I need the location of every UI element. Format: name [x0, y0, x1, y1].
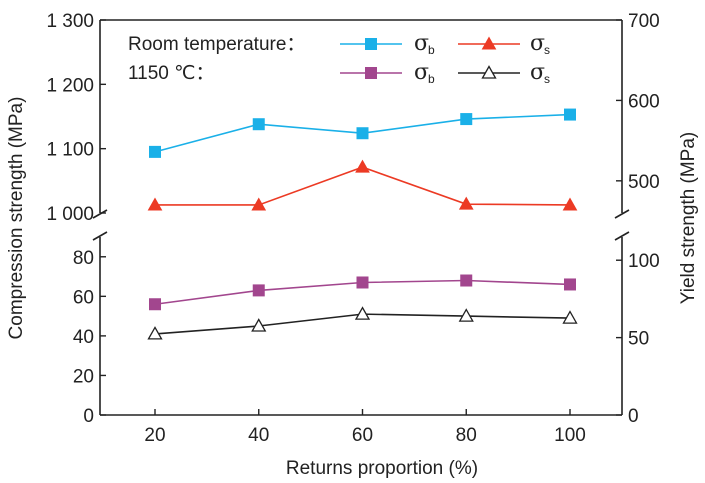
data-point-ht_sigma_s — [251, 318, 267, 332]
series-ht_sigma_s — [147, 306, 578, 340]
legend-entry-ht_sigma_s: σs — [458, 60, 550, 86]
y-tick-label-right: 600 — [628, 91, 660, 112]
y-tick-label-right: 500 — [628, 172, 660, 193]
legend-marker-rt_sigma_s — [481, 36, 497, 50]
y-tick-label-right: 700 — [628, 11, 660, 32]
series-ht_sigma_b — [149, 274, 576, 311]
data-point-ht_sigma_b — [460, 274, 473, 287]
series-rt_sigma_s — [147, 159, 578, 211]
y-tick-label-left: 60 — [73, 287, 94, 308]
data-point-rt_sigma_s — [562, 197, 578, 211]
legend-marker-ht_sigma_b — [365, 67, 377, 79]
data-point-rt_sigma_s — [147, 197, 163, 211]
x-tick-label: 80 — [456, 425, 477, 446]
axis-break-mark-left-2 — [92, 231, 108, 241]
legend-symbol-ht_sigma_b: σ — [414, 60, 429, 85]
x-tick-label: 100 — [554, 425, 586, 446]
series-group — [147, 108, 578, 340]
axis-break-mark-right-2 — [614, 231, 630, 241]
legend-symbol-ht_sigma_s: σ — [530, 60, 545, 85]
legend-entry-rt_sigma_s: σs — [458, 31, 550, 57]
y-tick-label-left: 0 — [83, 406, 94, 427]
x-tick-label: 40 — [248, 425, 269, 446]
legend-symbol-rt_sigma_b: σ — [414, 31, 429, 56]
legend-room-temperature-label: Room temperature： — [128, 34, 305, 55]
x-tick-label: 60 — [352, 425, 373, 446]
legend-symbol-rt_sigma_s: σ — [530, 31, 545, 56]
y-tick-label-right: 100 — [628, 251, 660, 272]
y-tick-label-left: 1 200 — [46, 75, 94, 96]
data-point-rt_sigma_s — [458, 196, 474, 210]
ticks: 20 40 60 80 100 1 000 1 100 1 200 1 300 0 20 40 60 80… — [46, 11, 659, 446]
data-point-ht_sigma_b — [149, 298, 161, 311]
legend-marker-ht_sigma_s — [481, 65, 497, 79]
legend-subscript-rt_sigma_b: b — [428, 43, 435, 57]
data-point-rt_sigma_b — [460, 113, 473, 126]
y-tick-label-right: 50 — [628, 329, 649, 350]
legend-subscript-ht_sigma_b: b — [428, 72, 435, 86]
axis-break-gap-left — [91, 215, 109, 235]
data-point-rt_sigma_b — [149, 145, 161, 158]
y-tick-label-left: 40 — [73, 327, 94, 348]
data-point-ht_sigma_b — [564, 278, 576, 291]
data-point-ht_sigma_b — [356, 276, 369, 289]
legend-entry-rt_sigma_b: σb — [340, 31, 435, 57]
data-point-rt_sigma_b — [252, 118, 265, 131]
x-axis-label: Returns proportion (%) — [286, 458, 478, 479]
x-tick-label: 20 — [144, 425, 165, 446]
axis-break-gap-right — [613, 215, 631, 235]
legend-1150-label: 1150 ℃： — [128, 63, 214, 84]
data-point-rt_sigma_s — [355, 159, 370, 173]
legend-marker-rt_sigma_b — [365, 38, 377, 50]
data-point-rt_sigma_b — [564, 108, 576, 121]
y-tick-label-right: 0 — [628, 406, 639, 427]
y-tick-label-left: 1 100 — [46, 140, 94, 161]
data-point-ht_sigma_s — [147, 326, 163, 340]
legend-entry-ht_sigma_b: σb — [340, 60, 435, 86]
plot-frame — [91, 19, 631, 416]
series-rt_sigma_b — [149, 108, 576, 158]
legend-subscript-rt_sigma_s: s — [544, 43, 550, 57]
data-point-ht_sigma_b — [252, 284, 265, 297]
axis-break-mark-left-1 — [92, 209, 108, 219]
legend-subscript-ht_sigma_s: s — [544, 72, 550, 86]
data-point-ht_sigma_s — [354, 306, 371, 320]
data-point-ht_sigma_s — [562, 310, 578, 324]
y-tick-label-left: 80 — [73, 248, 94, 269]
y-tick-label-left: 1 000 — [46, 204, 94, 225]
series-line-rt_sigma_s — [155, 166, 571, 206]
y-axis-left-label: Compression strength (MPa) — [6, 97, 27, 340]
y-axis-right-label: Yield strength (MPa) — [678, 132, 699, 304]
data-point-rt_sigma_b — [356, 127, 369, 140]
y-tick-label-left: 1 300 — [46, 11, 94, 32]
data-point-ht_sigma_s — [458, 308, 474, 322]
data-point-rt_sigma_s — [251, 197, 267, 211]
axis-break-mark-right-1 — [614, 209, 630, 219]
y-tick-label-left: 20 — [73, 366, 94, 387]
